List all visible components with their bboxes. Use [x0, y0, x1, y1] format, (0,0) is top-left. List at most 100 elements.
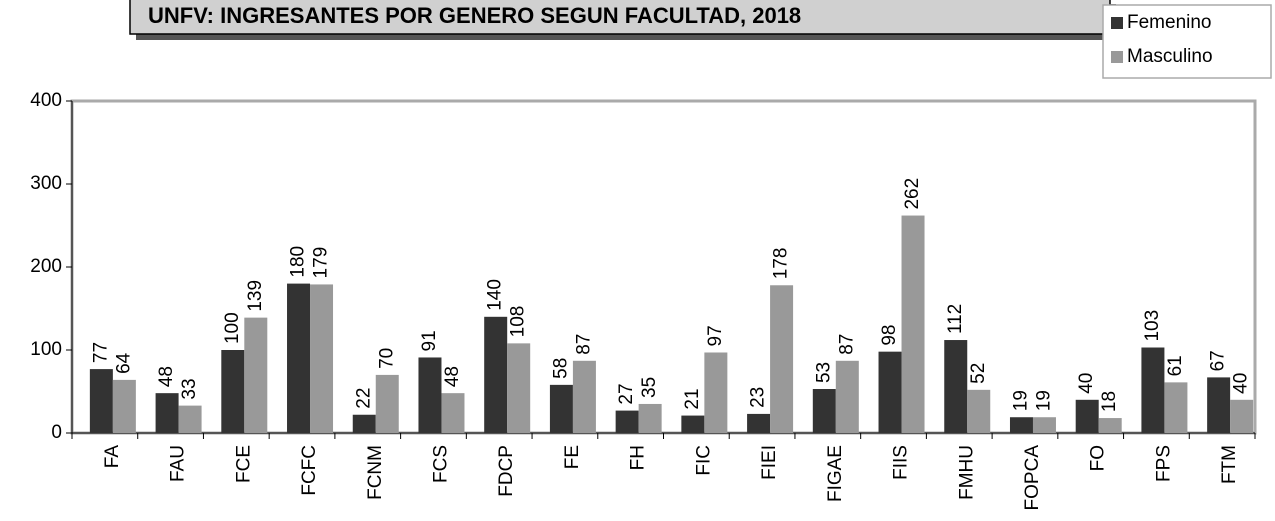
value-label: 178	[771, 248, 792, 280]
value-label: 19	[1033, 390, 1054, 411]
x-tick-label: FDCP	[496, 445, 517, 497]
bar	[1032, 417, 1056, 433]
x-tick-label: FH	[628, 445, 649, 470]
value-label: 61	[1165, 355, 1186, 376]
bar	[178, 405, 202, 433]
bar	[287, 283, 311, 433]
value-label: 64	[113, 352, 134, 374]
value-label: 18	[1099, 391, 1120, 412]
bar	[375, 374, 399, 433]
y-tick-label: 200	[30, 256, 62, 277]
value-label: 22	[353, 388, 374, 409]
bar	[944, 340, 968, 433]
bar	[155, 393, 179, 433]
bar	[812, 389, 836, 433]
value-label: 33	[179, 378, 200, 399]
x-tick-label: FTM	[1219, 445, 1240, 484]
x-tick-label: FAU	[168, 445, 189, 482]
value-label: 87	[836, 334, 857, 355]
legend-label: Femenino	[1127, 12, 1212, 33]
legend-swatch	[1111, 51, 1123, 63]
bar	[112, 379, 136, 433]
value-label: 262	[902, 178, 923, 210]
x-tick-label: FCE	[233, 445, 254, 483]
bar	[441, 393, 465, 433]
bar	[1164, 382, 1188, 433]
bar	[221, 350, 245, 433]
value-label: 77	[90, 342, 111, 363]
y-tick-label: 300	[30, 173, 62, 194]
value-label: 21	[682, 388, 703, 409]
value-label: 100	[222, 312, 243, 344]
value-label: 112	[945, 304, 966, 334]
value-label: 53	[813, 362, 834, 383]
legend-label: Masculino	[1127, 46, 1213, 67]
bar	[507, 343, 531, 433]
y-tick-label: 400	[30, 90, 62, 111]
value-label: 48	[156, 366, 177, 387]
bar	[704, 352, 728, 433]
value-label: 70	[376, 348, 397, 369]
value-label: 27	[616, 383, 637, 404]
value-label: 140	[485, 279, 506, 311]
bar	[484, 316, 508, 433]
value-label: 108	[508, 306, 529, 338]
value-label: 58	[550, 358, 571, 379]
bar	[549, 384, 573, 433]
value-label: 91	[419, 330, 440, 351]
x-tick-label: FPS	[1153, 445, 1174, 482]
bar	[244, 317, 268, 433]
value-label: 139	[245, 280, 266, 312]
bar	[310, 284, 334, 433]
x-tick-label: FOPCA	[1022, 445, 1043, 511]
value-label: 180	[288, 246, 309, 278]
y-tick-label: 0	[51, 422, 62, 443]
value-label: 97	[705, 325, 726, 346]
legend-swatch	[1111, 17, 1123, 29]
x-tick-label: FCFC	[299, 445, 320, 496]
x-tick-label: FCS	[430, 445, 451, 483]
value-label: 35	[639, 377, 660, 398]
x-tick-label: FIEI	[759, 445, 780, 480]
x-tick-label: FO	[1088, 445, 1109, 471]
bar	[1098, 418, 1122, 433]
bar	[89, 369, 113, 433]
bar	[747, 413, 771, 433]
legend-box	[1102, 4, 1272, 79]
bar	[418, 357, 442, 433]
value-label: 40	[1076, 373, 1097, 394]
bar	[681, 415, 705, 433]
bar	[1141, 347, 1165, 433]
value-label: 19	[1010, 390, 1031, 411]
bar	[770, 285, 794, 433]
chart-title: UNFV: INGRESANTES POR GENERO SEGUN FACUL…	[148, 3, 801, 28]
bar	[615, 410, 639, 433]
x-tick-label: FCNM	[365, 445, 386, 500]
value-label: 179	[311, 247, 332, 279]
bar	[967, 389, 991, 433]
value-label: 48	[442, 366, 463, 387]
value-label: 87	[573, 334, 594, 355]
bar	[878, 351, 902, 433]
bar	[1207, 377, 1231, 433]
bar	[1230, 399, 1254, 433]
bar	[901, 215, 925, 433]
y-tick-label: 100	[30, 339, 62, 360]
title-box	[129, 0, 1111, 35]
x-tick-label: FA	[102, 445, 123, 469]
x-tick-label: FMHU	[956, 445, 977, 500]
value-label: 23	[748, 387, 769, 408]
x-tick-label: FIGAE	[825, 445, 846, 502]
value-label: 98	[879, 325, 900, 346]
bar	[638, 403, 662, 433]
value-label: 52	[968, 363, 989, 384]
value-label: 103	[1142, 310, 1163, 342]
value-label: 67	[1208, 350, 1229, 371]
x-tick-label: FE	[562, 445, 583, 469]
bar	[835, 360, 859, 433]
value-label: 40	[1231, 373, 1252, 394]
x-tick-label: FIC	[693, 445, 714, 476]
bar	[352, 414, 376, 433]
x-tick-label: FIIS	[891, 445, 912, 480]
